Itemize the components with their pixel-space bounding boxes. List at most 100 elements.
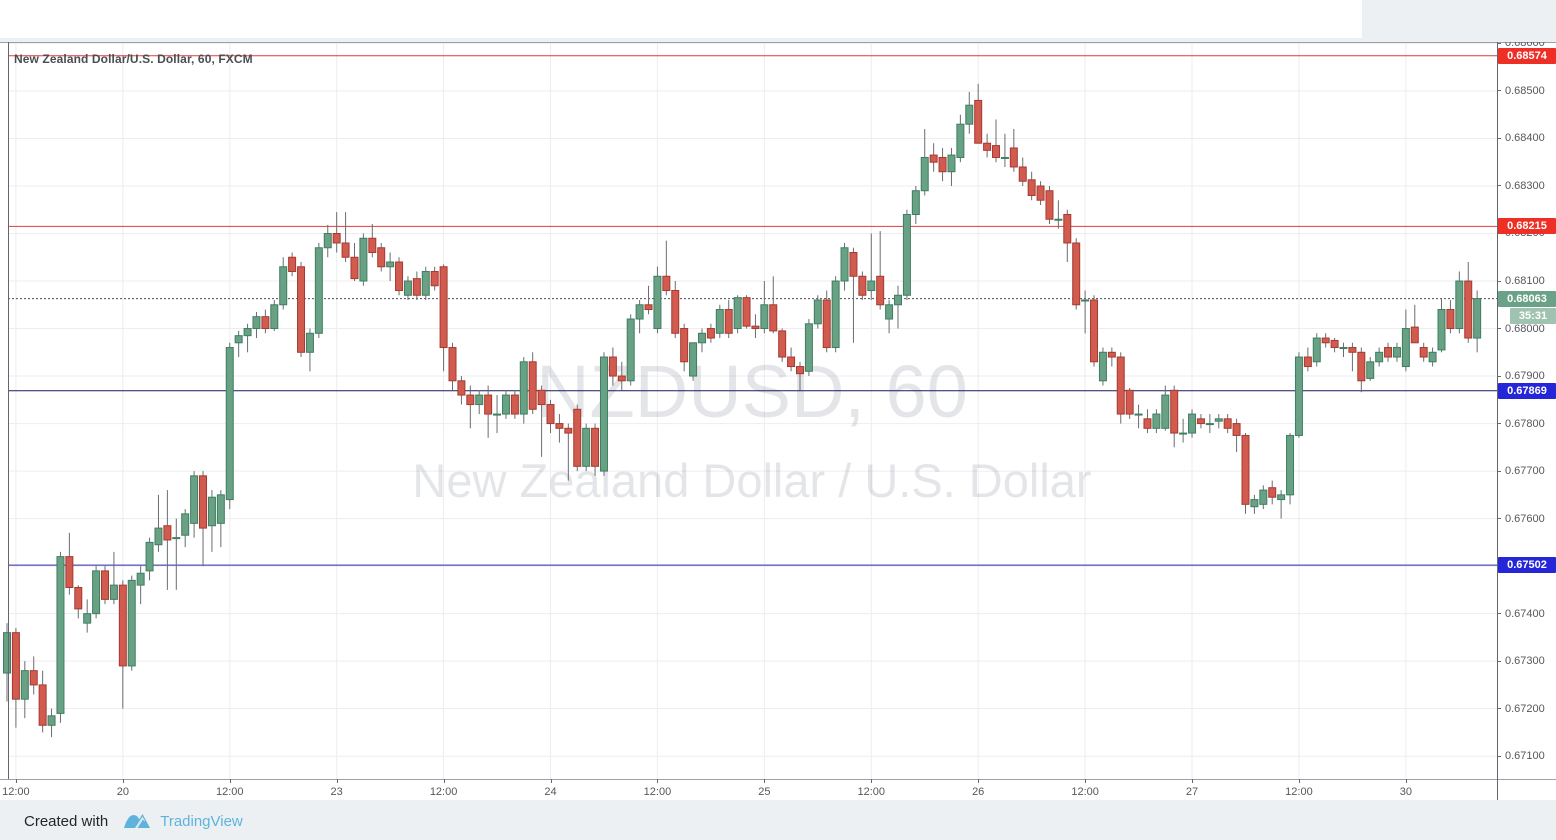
candle-down [787,356,796,368]
candle-up [1081,299,1090,302]
candle-down [430,271,439,287]
candle-down [1196,418,1205,425]
candle-down [332,232,341,244]
candle-down [537,389,546,406]
candle-down [484,394,493,415]
candle-down [555,423,564,429]
top-toolbar [0,0,1362,38]
candle-down [528,361,537,410]
candle-up [582,427,591,467]
candle-up [20,670,29,700]
candle-up [1152,413,1161,429]
candle-down [11,632,20,700]
candle-down [288,256,297,273]
candle-up [626,318,635,382]
candle-up [190,475,199,524]
candle-up [965,104,974,125]
candle-up [947,154,956,173]
candle-down [858,275,867,296]
candle-up [1214,418,1223,422]
candle-down [457,380,466,396]
candle-down [1045,190,1054,220]
candle-down [1410,326,1419,344]
candle-down [608,356,617,377]
candle-up [1473,298,1482,339]
candle-up [386,261,395,268]
candle-down [1357,351,1366,382]
candle-down [751,325,760,330]
candle-up [403,280,412,296]
candle-down [1321,337,1330,344]
candle-down [742,297,751,327]
candle-up [109,584,118,600]
candle-up [1259,489,1268,505]
candle-up [1161,394,1170,429]
candle-down [448,347,457,382]
candle-down [778,330,787,358]
candle-up [804,323,813,372]
candle-up [1205,423,1214,426]
candle-up [270,304,279,330]
candle-up [653,275,662,330]
candle-down [1116,356,1125,415]
candle-down [795,366,804,375]
watermark-symbol: NZDUSD, 60 [536,350,968,433]
candle-down [38,684,47,726]
candle-up [252,316,261,330]
candle-up [1250,499,1259,508]
candle-down [29,670,38,686]
candle-up [813,299,822,325]
candle-down [395,261,404,292]
candle-up [359,237,368,282]
candle-down [377,247,386,268]
candle-up [127,579,136,667]
candle-up [885,304,894,320]
candle-up [519,361,528,415]
candle-down [849,252,858,277]
candle-up [1286,434,1295,496]
candle-up [136,572,145,586]
candle-up [56,556,65,714]
candle-down [101,570,110,600]
candle-up [1375,351,1384,363]
candlestick-plot[interactable]: NZDUSD, 60 New Zealand Dollar / U.S. Doll… [0,42,1556,800]
candle-down [938,156,947,173]
candle-down [1384,347,1393,358]
candle-down [1009,147,1018,168]
candle-up [1401,328,1410,368]
candle-down [1330,339,1339,349]
candle-up [635,304,644,320]
candle-up [1179,432,1188,435]
chart-region[interactable]: NZDUSD, 60 New Zealand Dollar / U.S. Doll… [0,42,1556,800]
candle-up [1054,218,1063,221]
candle-down [1143,418,1152,429]
tradingview-logo-icon[interactable] [122,810,152,832]
candle-down [1464,280,1473,339]
candle-up [1339,347,1348,350]
candle-down [546,404,555,425]
candle-up [1277,494,1286,501]
candle-down [876,275,885,306]
candle-up [207,496,216,527]
candle-down [680,328,689,363]
candle-down [350,256,359,280]
candle-down [1303,356,1312,368]
candle-up [314,247,323,334]
tradingview-brand-link[interactable]: TradingView [160,812,243,830]
candle-up [733,297,742,330]
candle-down [1446,309,1455,330]
candle-down [706,328,715,339]
candle-up [760,304,769,330]
candle-up [1312,337,1321,363]
candle-down [617,375,626,382]
candle-down [341,242,350,258]
candle-up [181,513,190,536]
candle-up [305,332,314,353]
candle-up [83,613,92,624]
candle-down [65,556,74,589]
candle-down [1072,242,1081,306]
candle-down [1027,179,1036,196]
candle-down [591,427,600,467]
candle-up [501,394,510,415]
